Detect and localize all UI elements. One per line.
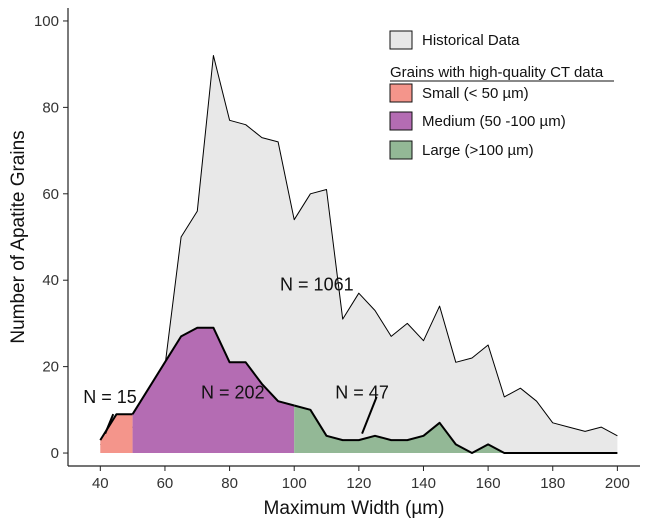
large-area (294, 405, 618, 453)
x-tick-label: 100 (282, 475, 307, 492)
legend-swatch-large (389, 140, 413, 160)
annotations: N = 1061 N = 202 N = 47 N = 15 (83, 275, 389, 434)
x-tick-label: 140 (411, 475, 436, 492)
legend-item-large: Large (>100 µm) (389, 140, 534, 160)
historical-line (100, 55, 618, 450)
y-axis-title: Number of Apatite Grains (8, 130, 29, 343)
legend-item-medium: Medium (50 -100 µm) (389, 111, 566, 131)
medium-line (131, 326, 295, 415)
n-annotation: N = 202 (201, 383, 265, 403)
legend-label-large: Large (>100 µm) (422, 142, 534, 159)
legend-swatch-small (389, 83, 413, 103)
legend-label-small: Small (< 50 µm) (422, 85, 529, 102)
y-tick-label: 60 (42, 186, 59, 203)
n-annotation: N = 47 (335, 383, 389, 403)
legend-label-medium: Medium (50 -100 µm) (422, 113, 566, 130)
small-area (100, 414, 133, 453)
n-annotation: N = 1061 (280, 275, 354, 295)
legend-swatch-historical (389, 30, 413, 50)
legend-item-historical: Historical Data (389, 30, 520, 50)
y-tick-label: 40 (42, 272, 59, 289)
historical-area (100, 55, 618, 453)
x-tick-label: 120 (346, 475, 371, 492)
x-axis-title: Maximum Width (µm) (264, 498, 445, 519)
axes (67, 8, 640, 467)
x-tick-label: 160 (476, 475, 501, 492)
small-annotation-leader (104, 413, 115, 434)
legend-swatch-medium (389, 111, 413, 131)
tick-labels: 40 60 80 100 120 140 160 180 200 0 20 40 60 80 100 (34, 13, 630, 492)
legend-item-small: Small (< 50 µm) (389, 83, 529, 103)
y-tick-label: 20 (42, 359, 59, 376)
y-tick-label: 100 (34, 13, 59, 30)
medium-area (132, 327, 295, 453)
x-tick-label: 80 (221, 475, 238, 492)
y-tick-label: 0 (51, 445, 59, 462)
n-annotation: N = 15 (83, 387, 137, 407)
large-annotation-leader (361, 396, 378, 434)
y-tick-label: 80 (42, 99, 59, 116)
x-tick-label: 180 (540, 475, 565, 492)
x-tick-label: 40 (92, 475, 109, 492)
legend-label-historical: Historical Data (422, 32, 520, 49)
x-tick-label: 200 (605, 475, 630, 492)
series-areas (99, 55, 618, 454)
legend: Historical Data Grains with high-quality … (389, 30, 614, 160)
x-tick-label: 60 (157, 475, 174, 492)
large-line (293, 404, 618, 454)
legend-subheading: Grains with high-quality CT data (390, 64, 604, 81)
